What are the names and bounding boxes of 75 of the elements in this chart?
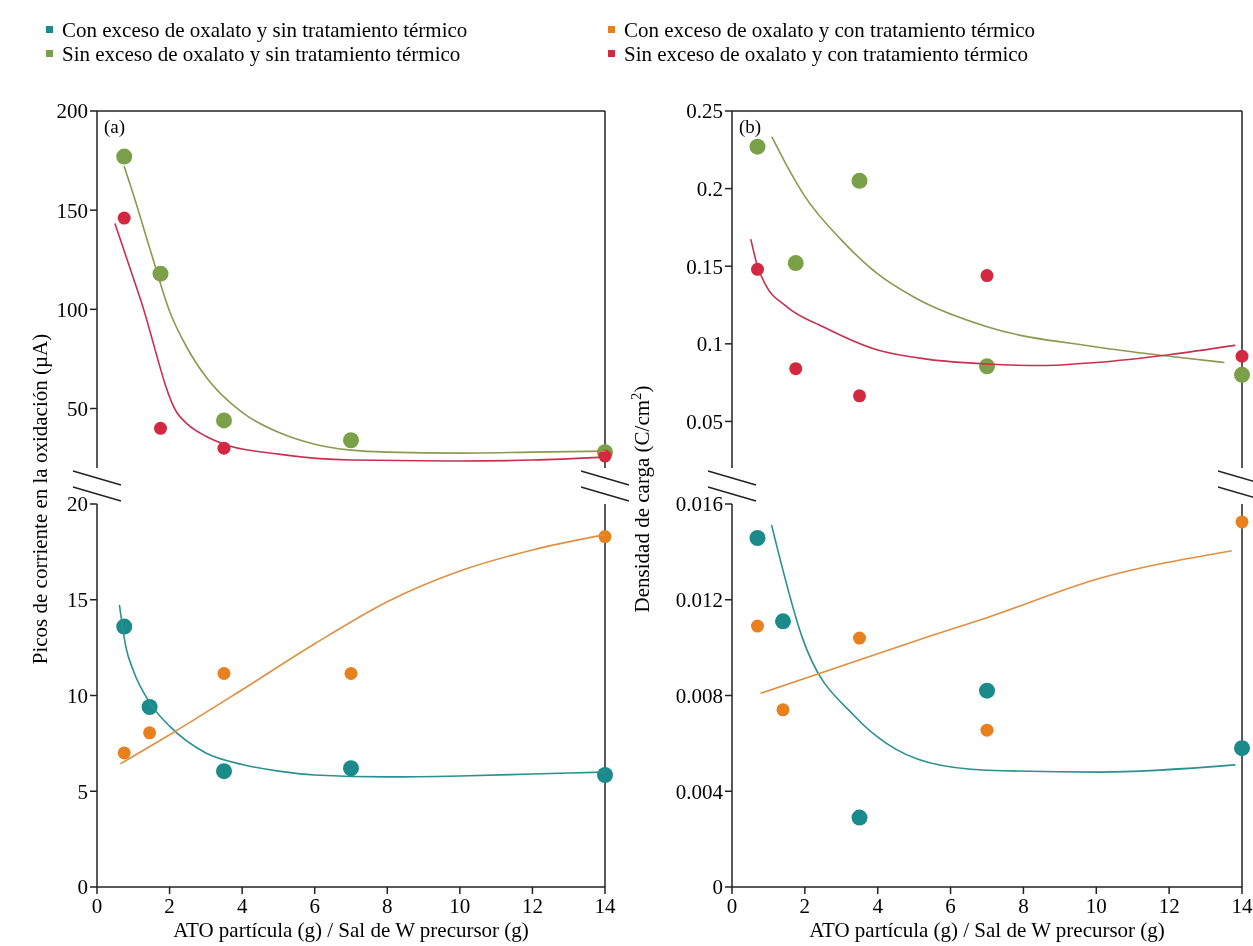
legend-label: Sin exceso de oxalato y con tratamiento térmico [624, 42, 1029, 67]
x-axis-title: ATO partícula (g) / Sal de W precursor (g) [809, 918, 1165, 942]
x-tick-label: 6 [309, 894, 320, 918]
point [775, 613, 791, 630]
y-tick-label: 0.05 [686, 409, 723, 434]
x-tick-label: 14 [1231, 894, 1253, 918]
point [1234, 740, 1250, 757]
y-tick-label: 0 [712, 875, 723, 900]
point [749, 529, 766, 546]
point [597, 766, 613, 783]
point [116, 148, 133, 165]
y-tick-label: 0.25 [686, 99, 723, 124]
line-series [771, 136, 1225, 364]
point [751, 619, 764, 633]
point [979, 682, 995, 699]
y-tick-label: 0.008 [675, 683, 723, 708]
y-tick-label: 0.2 [696, 176, 723, 201]
y-tick-label: 150 [56, 198, 88, 223]
x-tick-label: 10 [449, 894, 471, 918]
x-tick-label: 8 [382, 894, 393, 918]
annotation: (a) [104, 116, 126, 138]
x-tick-label: 14 [594, 894, 616, 918]
point [1235, 349, 1249, 363]
y-tick-label: 0.016 [675, 492, 723, 517]
point [749, 138, 766, 155]
x-tick-label: 10 [1085, 894, 1107, 918]
point [217, 666, 231, 680]
line-series [770, 524, 1236, 773]
x-tick-label: 4 [872, 894, 884, 918]
y-tick-label: 0.15 [686, 254, 723, 279]
y-tick-label: 50 [67, 396, 88, 421]
y-tick-label: 5 [77, 779, 88, 804]
point [216, 763, 232, 780]
x-axis-title: ATO partícula (g) / Sal de W precursor (g) [173, 918, 529, 942]
point [344, 666, 358, 680]
x-tick-label: 2 [799, 894, 811, 918]
point [776, 703, 790, 717]
point [853, 389, 866, 403]
y-tick-label: 200 [56, 99, 88, 124]
point [1235, 515, 1249, 529]
x-tick-label: 4 [236, 894, 248, 918]
annotation: (b) [739, 116, 762, 138]
line-series [760, 550, 1232, 694]
point [789, 362, 803, 376]
point [117, 746, 131, 760]
y-tick-label: 0 [77, 875, 88, 900]
y-tick-label: 0.012 [675, 588, 723, 613]
point [851, 172, 868, 189]
point [154, 421, 167, 435]
point [851, 809, 868, 826]
point [343, 432, 359, 449]
point [1234, 366, 1250, 383]
point [980, 269, 994, 283]
y-tick-label: 20 [67, 492, 88, 517]
point [787, 255, 804, 272]
x-tick-label: 12 [1158, 894, 1180, 918]
y-tick-label: 0.004 [675, 779, 724, 804]
point [853, 631, 866, 645]
point [343, 760, 359, 777]
point [143, 726, 157, 740]
legend-label: Con exceso de oxalato y sin tratamiento térmico [62, 18, 468, 43]
x-tick-label: 2 [164, 894, 175, 918]
y-axis-title: Picos de corriente en la oxidación (µA) [28, 333, 52, 665]
y-tick-label: 0.1 [696, 332, 723, 357]
y-tick-label: 10 [67, 683, 88, 708]
x-tick-label: 12 [521, 894, 543, 918]
legend-label: Sin exceso de oxalato y sin tratamiento térmico [62, 42, 461, 67]
y-tick-label: 100 [56, 297, 88, 322]
point [980, 723, 994, 737]
point [117, 211, 131, 225]
legend-label: Con exceso de oxalato y con tratamiento térmico [624, 18, 1036, 43]
x-tick-label: 8 [1018, 894, 1029, 918]
x-tick-label: 6 [945, 894, 956, 918]
y-tick-label: 15 [67, 588, 88, 613]
point [216, 412, 232, 429]
